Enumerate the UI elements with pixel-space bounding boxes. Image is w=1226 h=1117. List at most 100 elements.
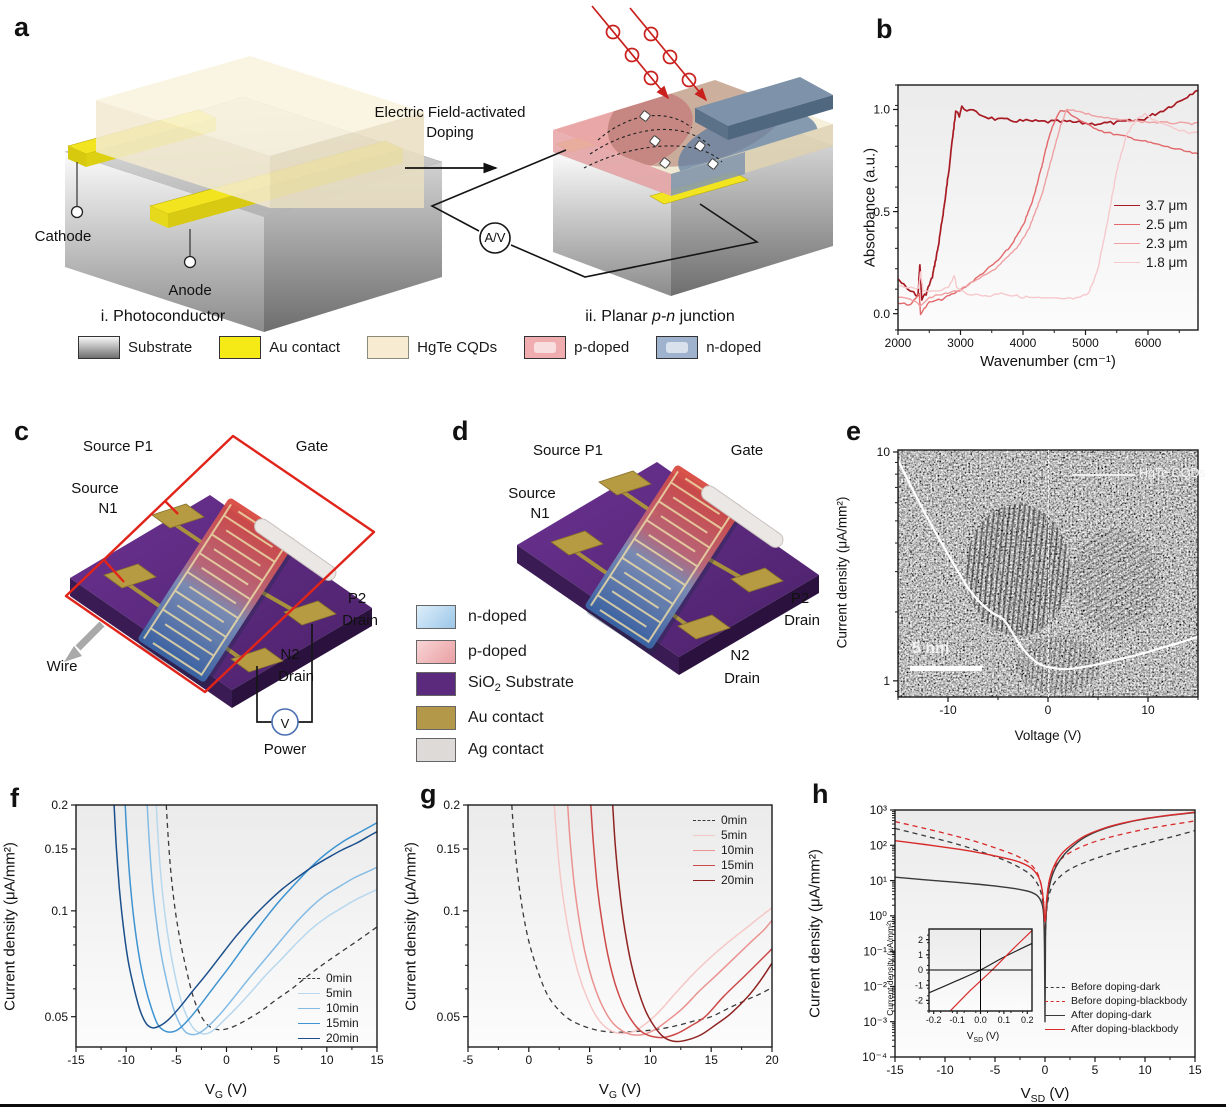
svg-text:15: 15 (705, 1053, 719, 1067)
f-x-axis-label: VG (V) (204, 1081, 248, 1101)
inset-iv-chart: -0.2 -0.1 0.0 0.1 0.2 -2 -1 0 1 2 (885, 923, 1040, 1041)
svg-text:10⁻⁴: 10⁻⁴ (862, 1050, 887, 1064)
materials-legend: Substrate Au contact HgTe CQDs p-doped n… (78, 336, 761, 359)
p-doped-side (553, 130, 671, 196)
wire-label: Wire (46, 658, 78, 675)
scale-bar-label: 5 nm (912, 640, 950, 657)
n-doped-swatch (416, 605, 456, 629)
ammeter-voltmeter (479, 222, 511, 254)
panel-letter-d: d (452, 416, 469, 446)
legend-item: Substrate (78, 336, 192, 359)
svg-text:2000: 2000 (885, 336, 912, 350)
meter-label: A/V (484, 230, 506, 245)
svg-text:-5: -5 (171, 1053, 182, 1067)
svg-text:5: 5 (586, 1053, 593, 1067)
inset-x-axis-label: VSD (V) (966, 1031, 1000, 1044)
svg-text:10: 10 (1141, 703, 1155, 717)
svg-text:0.15: 0.15 (437, 842, 461, 856)
svg-text:15: 15 (1188, 1063, 1202, 1077)
panel-letter-h: h (812, 779, 829, 809)
svg-text:0.0: 0.0 (974, 1015, 987, 1025)
svg-text:0.05: 0.05 (45, 1010, 69, 1024)
source-p1-label: Source P1 (532, 442, 604, 459)
panel-b: b 2000 3000 4000 5000 6000 0.0 0.5 1.0 Wavenumb… (858, 0, 1226, 398)
svg-text:-0.1: -0.1 (949, 1015, 965, 1025)
lattice-fringes (1072, 528, 1160, 632)
au-swatch (219, 336, 262, 359)
bias-wires (430, 149, 760, 278)
legend-item: HgTe CQDs (367, 336, 497, 359)
h-y-axis-label: Current density (μA/mm²) (806, 849, 824, 1018)
svg-text:0: 0 (525, 1053, 532, 1067)
power-wires (256, 624, 313, 723)
svg-text:10³: 10³ (870, 803, 887, 817)
b-x-axis-label: Wavenumber (cm⁻¹) (980, 353, 1116, 370)
n2-drain-label: Drain (278, 668, 314, 685)
n-doped-swatch (656, 336, 699, 359)
jv-overlay-chart: -10 0 10 1 10 (830, 400, 1226, 785)
svg-text:10²: 10² (870, 838, 887, 852)
source-n1-label-2: N1 (530, 505, 550, 522)
svg-text:-0.2: -0.2 (926, 1015, 942, 1025)
anode-label: Anode (168, 282, 212, 299)
gate-label: Gate (295, 438, 329, 455)
p2-label: P2 (790, 590, 810, 607)
caption-pn-junction: ii. Planar p-n junction (585, 308, 735, 325)
panel-letter-a: a (14, 12, 30, 42)
anode-terminal (183, 255, 197, 269)
svg-text:0: 0 (918, 965, 923, 975)
hgte-swatch (367, 336, 410, 359)
n2-label: N2 (280, 646, 300, 663)
svg-text:-15: -15 (67, 1053, 85, 1067)
panel-h: h -15 -10 -5 0 5 10 15 10³ 10² 10¹ 10⁰ 10⁻¹ 10⁻² 10⁻³… (805, 779, 1226, 1117)
svg-text:10: 10 (1138, 1063, 1152, 1077)
source-p1-label: Source P1 (82, 438, 154, 455)
svg-text:10: 10 (644, 1053, 658, 1067)
svg-text:5: 5 (1092, 1063, 1099, 1077)
cathode-label: Cathode (34, 228, 92, 245)
substrate-swatch (78, 336, 120, 359)
lattice-fringes (1016, 637, 1100, 693)
svg-text:4000: 4000 (1010, 336, 1037, 350)
arrow-label-1: Electric Field-activated (374, 104, 526, 121)
f-legend: 0min 5min 10min 15min 20min (298, 971, 359, 1046)
g-x-axis-label: VG (V) (598, 1081, 642, 1101)
legend-item: Au contact (219, 336, 340, 359)
svg-text:0.2: 0.2 (1021, 1015, 1034, 1025)
svg-text:0.15: 0.15 (45, 842, 69, 856)
svg-text:5: 5 (273, 1053, 280, 1067)
svg-text:0.1: 0.1 (998, 1015, 1011, 1025)
n2-drain-label: Drain (724, 670, 760, 687)
panel-letter-f: f (10, 783, 19, 813)
inset-y-axis-label: Current density (μA/mm²) (885, 920, 895, 1016)
panel-c: c (0, 400, 410, 785)
svg-text:10¹: 10¹ (870, 874, 887, 888)
p2-drain-label: Drain (342, 612, 378, 629)
sio2-swatch (416, 672, 456, 696)
voltmeter-label: V (280, 716, 290, 731)
svg-text:10⁰: 10⁰ (869, 909, 887, 923)
arrow-label-2: Doping (426, 124, 474, 141)
b-legend: 3.7 μm 2.5 μm 2.3 μm 1.8 μm (1114, 198, 1188, 274)
svg-text:-10: -10 (936, 1063, 954, 1077)
n2-label: N2 (730, 647, 750, 664)
p2-label: P2 (347, 590, 367, 607)
svg-text:1.0: 1.0 (873, 103, 890, 117)
n-doped-side (671, 152, 745, 196)
transfer-curves-p-chart: -5 0 5 10 15 20 0.05 0.1 0.15 0.2 (405, 785, 810, 1110)
svg-text:15: 15 (370, 1053, 384, 1067)
svg-text:-10: -10 (939, 703, 957, 717)
b-y-axis-label: Absorbance (a.u.) (861, 147, 879, 268)
transfer-curves-n-chart: -15 -10 -5 0 5 10 15 0.05 0.1 0.15 0.2 (0, 785, 410, 1110)
svg-text:1: 1 (918, 950, 923, 960)
legend-item: p-doped (524, 336, 629, 359)
p-doped-swatch (416, 640, 456, 664)
svg-text:-10: -10 (117, 1053, 135, 1067)
wire-arrow (64, 621, 105, 662)
n-doped-slab (695, 77, 833, 140)
p2-drain-label: Drain (784, 612, 820, 629)
source-n1-label-1: Source (508, 485, 556, 502)
svg-text:10: 10 (320, 1053, 334, 1067)
panel-a: a (0, 0, 860, 398)
hgte-film (96, 56, 424, 208)
